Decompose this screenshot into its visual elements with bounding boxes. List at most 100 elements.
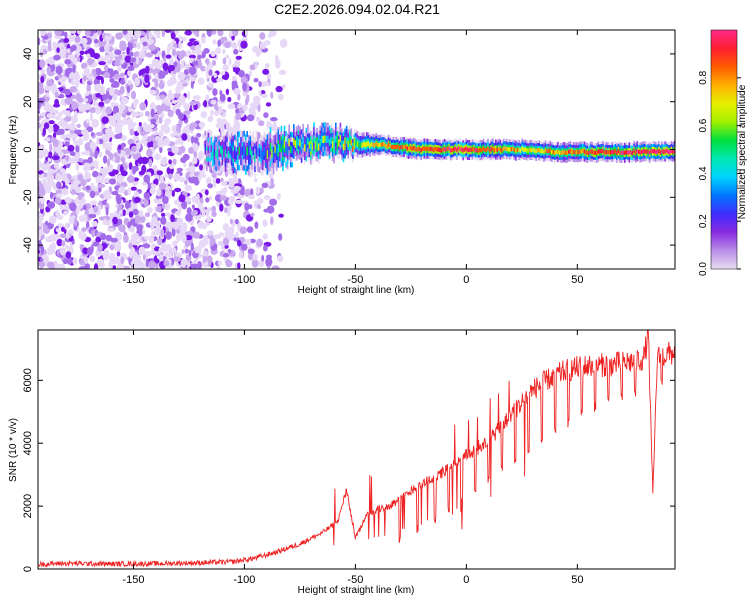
- noise-speck: [158, 205, 162, 213]
- signal-cell: [317, 143, 320, 151]
- signal-cell: [538, 148, 541, 153]
- colorbar-label: Normalized spectral amplitude: [737, 84, 748, 219]
- noise-speck: [89, 190, 96, 199]
- signal-cell: [574, 150, 576, 155]
- noise-speck: [235, 112, 241, 121]
- noise-speck: [210, 109, 214, 116]
- noise-speck: [244, 202, 250, 212]
- noise-speck: [103, 55, 112, 63]
- signal-cell: [428, 146, 430, 152]
- noise-speck: [222, 48, 226, 55]
- noise-speck: [73, 138, 78, 145]
- signal-cell: [436, 147, 438, 152]
- noise-speck: [39, 59, 46, 69]
- noise-speck: [232, 66, 237, 73]
- noise-speck: [151, 134, 156, 142]
- noise-speck: [233, 88, 241, 95]
- noise-speck: [255, 186, 261, 196]
- noise-speck: [189, 173, 194, 178]
- noise-speck: [225, 88, 230, 96]
- noise-speck: [156, 188, 162, 197]
- noise-speck: [257, 104, 261, 113]
- noise-speck: [79, 216, 85, 222]
- noise-speck: [135, 55, 140, 65]
- noise-speck: [126, 91, 131, 97]
- noise-speck: [194, 249, 200, 254]
- spectrogram-y-axis: -40 -20 0 20 40: [22, 48, 675, 253]
- y-tick-label: 0: [22, 146, 34, 152]
- signal-cell: [656, 149, 659, 154]
- noise-speck: [49, 248, 56, 255]
- signal-cell: [496, 147, 499, 152]
- noise-speck: [77, 192, 83, 201]
- signal-cell: [398, 145, 401, 151]
- noise-speck: [61, 240, 66, 247]
- noise-speck: [132, 240, 140, 246]
- noise-speck: [53, 109, 59, 115]
- noise-speck: [197, 54, 202, 60]
- noise-speck: [193, 151, 198, 158]
- noise-speck: [95, 131, 104, 137]
- signal-cell: [578, 149, 581, 154]
- signal-cell: [505, 146, 508, 152]
- noise-speck: [110, 237, 118, 243]
- signal-cell: [566, 150, 569, 155]
- signal-cell: [277, 144, 280, 153]
- noise-speck: [192, 231, 200, 239]
- noise-speck: [127, 187, 131, 196]
- signal-cell: [248, 150, 250, 160]
- noise-speck: [260, 93, 268, 98]
- signal-cell: [665, 148, 668, 153]
- signal-cell: [481, 148, 483, 153]
- noise-speck: [44, 185, 52, 194]
- noise-speck: [43, 249, 47, 256]
- noise-speck: [46, 79, 54, 87]
- noise-speck: [145, 52, 153, 58]
- noise-speck: [201, 36, 206, 44]
- noise-speck: [246, 226, 254, 234]
- signal-cell: [272, 150, 275, 160]
- noise-speck: [258, 120, 265, 127]
- signal-cell: [504, 146, 506, 151]
- noise-speck: [257, 260, 265, 268]
- noise-speck: [101, 200, 107, 206]
- noise-speck: [244, 30, 249, 37]
- noise-speck: [64, 141, 70, 147]
- signal-cell: [422, 146, 424, 151]
- signal-cell: [251, 150, 253, 160]
- noise-speck: [171, 190, 175, 197]
- noise-speck: [237, 239, 242, 247]
- signal-cell: [453, 147, 455, 152]
- noise-speck: [204, 66, 211, 71]
- noise-speck: [88, 213, 97, 219]
- signal-cell: [451, 148, 454, 153]
- noise-speck: [179, 37, 183, 42]
- noise-speck: [111, 256, 118, 265]
- signal-cell: [380, 142, 382, 147]
- noise-speck: [78, 157, 84, 163]
- noise-speck: [165, 54, 172, 59]
- noise-speck: [205, 197, 210, 203]
- noise-speck: [108, 255, 113, 261]
- noise-speck: [173, 127, 177, 137]
- noise-speck: [58, 77, 67, 83]
- noise-speck: [127, 105, 132, 113]
- signal-cell: [589, 149, 592, 154]
- signal-cell: [440, 148, 443, 153]
- noise-speck: [153, 113, 159, 121]
- noise-speck: [261, 254, 265, 262]
- noise-speck: [74, 129, 83, 135]
- signal-cell: [255, 145, 258, 155]
- noise-speck: [160, 112, 165, 119]
- noise-speck: [66, 48, 72, 54]
- signal-cell: [381, 142, 384, 147]
- noise-speck: [130, 218, 136, 226]
- noise-speck: [74, 103, 79, 109]
- noise-speck: [234, 218, 239, 225]
- noise-speck: [102, 190, 111, 199]
- noise-speck: [68, 216, 73, 225]
- noise-speck: [84, 172, 91, 180]
- noise-speck: [117, 175, 123, 184]
- noise-speck: [204, 189, 209, 196]
